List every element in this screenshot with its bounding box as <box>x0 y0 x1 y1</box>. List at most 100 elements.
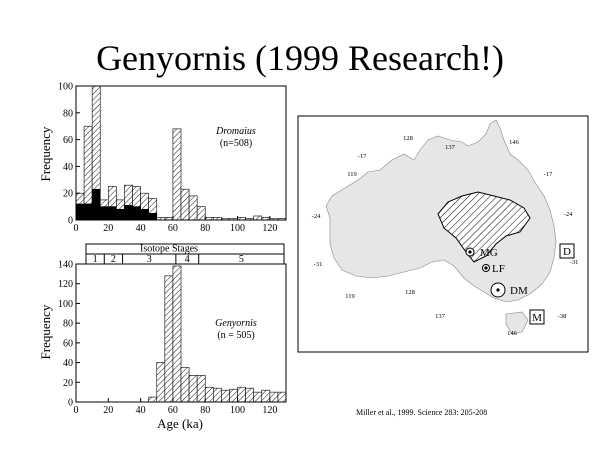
genyornis-x-tick-label: 20 <box>103 405 113 416</box>
genyornis-y-tick-label: 0 <box>68 398 73 409</box>
boxed-site-m: M <box>532 312 542 324</box>
map-labels: 128 137 146 119 128 137 146 119 -17 -17 -24 -24 -31 -… <box>312 135 579 337</box>
map-latitude-label: -31 <box>570 259 579 266</box>
map-latitude-label: -31 <box>314 261 323 268</box>
boxed-site-frame <box>559 243 575 259</box>
isotope-stages-box: Isotope Stages 1 2 3 4 5 <box>85 243 285 265</box>
dromaius-x-tick-label: 40 <box>136 223 146 234</box>
dromaius-legend-count: (n=508) <box>220 138 252 149</box>
dromaius-y-tick-label: 40 <box>63 162 73 173</box>
slide-title: Genyornis (1999 Research!) <box>96 38 504 78</box>
map-latitude-label: -17 <box>544 171 553 178</box>
map-latitude-label: -17 <box>358 153 367 160</box>
genyornis-y-tick-label: 60 <box>63 338 73 349</box>
site-marker-dot <box>468 250 472 254</box>
genyornis-bar-hatched <box>172 265 182 403</box>
dromaius-bar-hatched <box>196 206 206 221</box>
genyornis-y-tick-label: 80 <box>63 319 73 330</box>
dromaius-bar-solid <box>132 206 141 221</box>
genyornis-y-tick-label: 100 <box>58 299 73 310</box>
dromaius-bar-hatched <box>188 195 198 221</box>
isotope-stages-title: Isotope Stages <box>140 244 198 255</box>
genyornis-bar-hatched <box>196 375 206 403</box>
site-label-mg: MG <box>480 247 498 259</box>
citation: Miller et al., 1999. Science 283: 205-20… <box>356 408 488 417</box>
genyornis-y-axis-label: Frequency <box>38 304 53 359</box>
dromaius-bar-hatched <box>180 188 190 221</box>
genyornis-bar-hatched <box>156 362 166 403</box>
genyornis-y-tick-label: 40 <box>63 358 73 369</box>
map-longitude-label: 146 <box>507 330 518 337</box>
dromaius-bar-solid <box>148 213 158 221</box>
dromaius-bar-solid <box>108 206 117 221</box>
map-longitude-label: 128 <box>403 135 413 142</box>
genyornis-y-tick-label: 20 <box>63 378 73 389</box>
boxed-site-d: D <box>563 246 571 258</box>
genyornis-bar-hatched <box>261 389 271 403</box>
dromaius-x-tick-label: 20 <box>103 223 113 234</box>
isotope-stage-label: 3 <box>147 254 152 265</box>
genyornis-bar-hatched <box>229 388 238 403</box>
site-label-dm: DM <box>510 285 528 297</box>
dromaius-y-tick-label: 60 <box>63 135 73 146</box>
map-longitude-label: 137 <box>435 313 446 320</box>
genyornis-y-tick-label: 120 <box>58 279 73 290</box>
site-marker-dot <box>496 288 500 292</box>
isotope-stage-label: 5 <box>239 254 244 265</box>
map-longitude-label: 128 <box>405 289 415 296</box>
genyornis-bar-hatched <box>277 391 287 403</box>
tasmania <box>505 311 529 335</box>
genyornis-bar-hatched <box>253 391 263 403</box>
map-longitude-label: 146 <box>509 139 520 146</box>
dromaius-x-tick-label: 60 <box>168 223 178 234</box>
dromaius-y-tick-label: 80 <box>63 108 73 119</box>
dromaius-x-tick-label: 120 <box>262 223 277 234</box>
dromaius-bar-solid <box>124 204 133 221</box>
genyornis-bar-hatched <box>180 367 190 403</box>
dromaius-bar-solid <box>75 203 85 221</box>
dromaius-bar-solid <box>140 208 149 221</box>
genyornis-histogram: 0 20 40 60 80 100 120 0 20 40 60 80 100 120 140 <box>58 260 287 416</box>
genyornis-bar-hatched <box>221 389 230 403</box>
genyornis-x-tick-label: 40 <box>136 405 146 416</box>
genyornis-bar-hatched <box>204 386 214 403</box>
genyornis-legend-count: (n = 505) <box>217 330 254 341</box>
dromaius-x-tick-label: 80 <box>200 223 210 234</box>
genyornis-x-tick-label: 80 <box>200 405 210 416</box>
genyornis-y-tick-label: 140 <box>58 260 73 271</box>
site-label-lf: LF <box>492 263 505 275</box>
dromaius-bar-hatched <box>253 215 263 221</box>
boxed-site-frame <box>529 309 545 325</box>
dromaius-x-tick-label: 0 <box>74 223 79 234</box>
genyornis-x-tick-label: 100 <box>230 405 245 416</box>
dromaius-y-tick-label: 0 <box>68 216 73 227</box>
dromaius-bar-solid <box>99 206 109 221</box>
genyornis-bar-hatched <box>213 387 222 403</box>
map-longitude-label: 119 <box>347 171 357 178</box>
map-longitude-label: 119 <box>345 293 355 300</box>
map-longitude-label: 137 <box>445 144 456 151</box>
genyornis-plot-frame <box>75 263 287 403</box>
australia-map <box>297 115 589 353</box>
dromaius-y-axis-label: Frequency <box>38 126 53 181</box>
genyornis-x-tick-label: 120 <box>262 405 277 416</box>
genyornis-x-tick-label: 60 <box>168 405 178 416</box>
dromaius-bar-hatched <box>172 128 182 221</box>
dromaius-bar-solid <box>91 188 101 221</box>
dromaius-bar-solid <box>116 208 125 221</box>
dromaius-x-tick-label: 100 <box>230 223 245 234</box>
dromaius-legend-name: Dromaius <box>215 126 256 137</box>
dromaius-histogram: 0 20 40 60 80 100 120 0 20 40 60 80 100 <box>58 82 287 234</box>
map-latitude-label: -24 <box>564 211 573 218</box>
dromaius-y-tick-label: 100 <box>58 82 73 93</box>
genyornis-range-region <box>437 191 531 263</box>
genyornis-legend-name: Genyornis <box>215 318 257 329</box>
dromaius-y-tick-label: 20 <box>63 189 73 200</box>
genyornis-x-axis-label: Age (ka) <box>157 416 203 431</box>
dromaius-plot-frame <box>75 85 287 221</box>
map-latitude-label: -38 <box>558 313 567 320</box>
dromaius-bar-solid <box>83 203 93 221</box>
isotope-stage-label: 2 <box>111 254 116 265</box>
